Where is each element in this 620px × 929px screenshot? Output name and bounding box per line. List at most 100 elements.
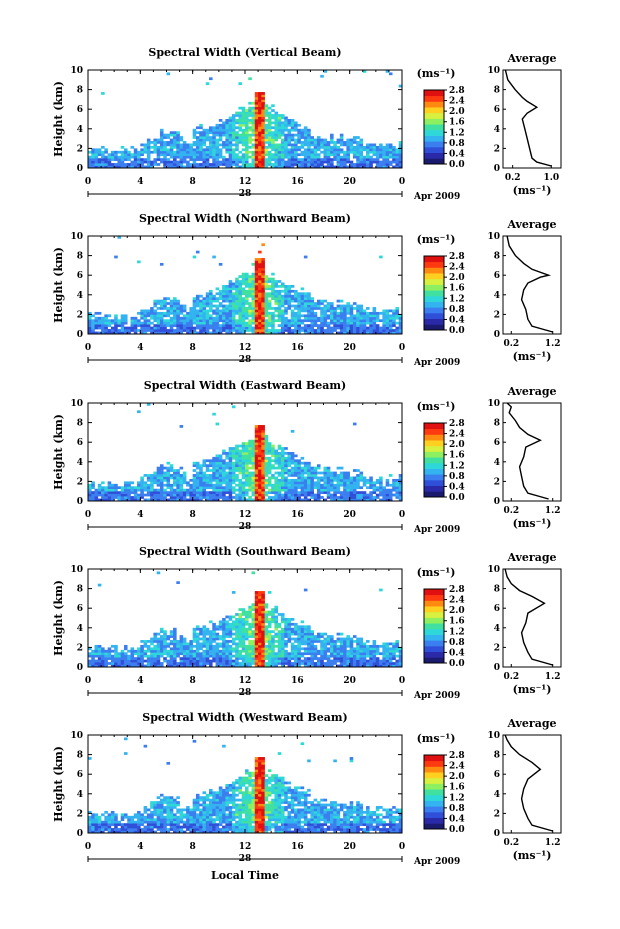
- colorbar-segment: [424, 479, 444, 487]
- x-tick-label: 0: [399, 676, 405, 686]
- colorbar-segment: [424, 312, 444, 320]
- panel-title: Spectral Width (Eastward Beam): [144, 379, 346, 392]
- average-title: Average: [506, 52, 556, 65]
- avg-x-tick-label: 1.2: [545, 672, 561, 682]
- avg-x-tick-label: 1.2: [545, 506, 561, 516]
- x-tick-label: 0: [85, 177, 91, 187]
- avg-y-tick-label: 8: [494, 585, 500, 595]
- colorbar-unit: (ms⁻¹): [417, 233, 456, 246]
- x-tick-label: 8: [190, 842, 196, 852]
- y-tick-label: 4: [77, 125, 83, 135]
- average-title: Average: [506, 385, 556, 398]
- colorbar-segment: [424, 766, 444, 773]
- colorbar-tick-label: 0.0: [449, 493, 465, 503]
- colorbar-segment: [424, 755, 444, 762]
- y-tick-label: 4: [77, 291, 83, 301]
- y-tick-label: 8: [77, 419, 83, 429]
- colorbar-segment: [424, 485, 444, 492]
- colorbar-segment: [424, 112, 444, 119]
- x-tick-label: 16: [291, 510, 304, 520]
- colorbar-tick-label: 2.4: [449, 762, 465, 772]
- colorbar-tick-label: 0.0: [449, 326, 465, 336]
- colorbar-tick-label: 1.6: [449, 118, 465, 128]
- y-tick-label: 8: [77, 751, 83, 761]
- average-frame: [502, 734, 562, 834]
- colorbar-segment: [424, 284, 444, 291]
- avg-y-tick-label: 10: [487, 399, 500, 409]
- x-tick-label: 16: [291, 343, 304, 353]
- panel-2: Spectral Width (Northward Beam)0 4 8 12 16 20…: [52, 212, 562, 368]
- y-tick-label: 10: [70, 731, 83, 741]
- colorbar-frame: [423, 255, 445, 331]
- colorbar-unit: (ms⁻¹): [417, 400, 456, 413]
- colorbar-segment: [424, 428, 444, 435]
- x-tick-label: 0: [85, 510, 91, 520]
- panel-1: Spectral Width (Vertical Beam)0 4 8 12 16 20 0…: [52, 46, 562, 202]
- colorbar-segment: [424, 295, 444, 302]
- avg-y-tick-label: 2: [494, 643, 500, 653]
- avg-x-label: (ms⁻¹): [513, 184, 552, 197]
- colorbar-segment: [424, 640, 444, 647]
- colorbar-segment: [424, 772, 444, 779]
- avg-x-tick-label: 0.2: [505, 173, 521, 183]
- x-tick-label: 8: [190, 676, 196, 686]
- colorbar-tick-label: 0.8: [449, 472, 465, 482]
- colorbar-tick-label: 2.8: [449, 86, 465, 96]
- colorbar-tick-label: 0.0: [449, 825, 465, 835]
- x-tick-label: 4: [137, 510, 143, 520]
- y-tick-label: 2: [77, 310, 83, 320]
- avg-x-label: (ms⁻¹): [513, 350, 552, 363]
- colorbar-tick-label: 1.6: [449, 284, 465, 294]
- colorbar-unit: (ms⁻¹): [417, 67, 456, 80]
- colorbar-tick-label: 2.4: [449, 97, 465, 107]
- colorbar-unit: (ms⁻¹): [417, 566, 456, 579]
- average-title: Average: [506, 551, 556, 564]
- colorbar-tick-label: 2.4: [449, 263, 465, 273]
- avg-y-tick-label: 10: [487, 731, 500, 741]
- colorbar-segment: [424, 823, 444, 830]
- colorbar-segment: [424, 789, 444, 796]
- avg-x-tick-label: 0.2: [503, 339, 519, 349]
- avg-y-tick-label: 2: [494, 477, 500, 487]
- colorbar-tick-label: 2.0: [449, 107, 465, 117]
- colorbar-segment: [424, 135, 444, 142]
- avg-y-tick-label: 4: [494, 125, 500, 135]
- average-profile-line: [504, 734, 553, 832]
- colorbar-segment: [424, 783, 444, 790]
- y-tick-label: 6: [77, 770, 83, 780]
- x-tick-label: 16: [291, 676, 304, 686]
- colorbar-segment: [424, 806, 444, 813]
- avg-y-tick-label: 0: [494, 829, 500, 839]
- avg-y-tick-label: 4: [494, 790, 500, 800]
- y-tick-label: 2: [77, 144, 83, 154]
- y-tick-label: 0: [77, 829, 83, 839]
- colorbar-tick-label: 1.6: [449, 617, 465, 627]
- y-tick-label: 0: [77, 164, 83, 174]
- avg-y-tick-label: 10: [487, 565, 500, 575]
- colorbar-segment: [424, 307, 444, 314]
- colorbar-segment: [424, 794, 444, 801]
- x-tick-label: 8: [190, 510, 196, 520]
- colorbar-segment: [424, 141, 444, 148]
- colorbar-segment: [424, 594, 444, 601]
- colorbar-segment: [424, 651, 444, 658]
- colorbar-tick-label: 0.4: [449, 648, 465, 658]
- colorbar-tick-label: 0.4: [449, 814, 465, 824]
- colorbar-tick-label: 1.6: [449, 451, 465, 461]
- avg-y-tick-label: 0: [494, 497, 500, 507]
- y-tick-label: 10: [70, 399, 83, 409]
- colorbar-segment: [424, 645, 444, 653]
- colorbar-segment: [424, 267, 444, 274]
- x-tick-label: 8: [190, 177, 196, 187]
- day-label: 28: [239, 688, 252, 698]
- colorbar-segment: [424, 457, 444, 464]
- colorbar-tick-label: 0.4: [449, 149, 465, 159]
- x-tick-label: 20: [343, 676, 356, 686]
- avg-x-tick-label: 0.2: [503, 672, 519, 682]
- x-tick-label: 16: [291, 842, 304, 852]
- panel-title: Spectral Width (Vertical Beam): [148, 46, 341, 59]
- avg-x-tick-label: 1.0: [543, 173, 559, 183]
- colorbar-tick-label: 2.0: [449, 772, 465, 782]
- colorbar-segment: [424, 290, 444, 297]
